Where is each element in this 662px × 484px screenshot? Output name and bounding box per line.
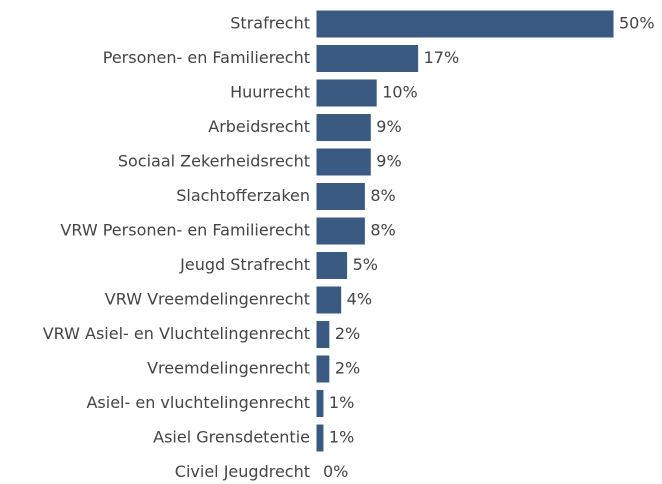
value-label: 9% xyxy=(376,117,401,136)
value-label: 2% xyxy=(335,359,360,378)
value-label: 17% xyxy=(424,48,460,67)
bar xyxy=(316,183,365,210)
category-label: Vreemdelingenrecht xyxy=(147,359,310,378)
value-label: 9% xyxy=(376,152,401,171)
value-label: 1% xyxy=(329,393,354,412)
value-label: 50% xyxy=(619,14,655,33)
value-label: 8% xyxy=(370,186,395,205)
value-label: 10% xyxy=(382,83,418,102)
value-label: 0% xyxy=(323,462,348,481)
category-label: Asiel Grensdetentie xyxy=(153,428,310,447)
category-label: Jeugd Strafrecht xyxy=(179,255,310,274)
bar xyxy=(316,148,371,176)
bar xyxy=(316,355,330,383)
bar xyxy=(316,10,614,38)
bar xyxy=(316,286,342,314)
category-label: Huurrecht xyxy=(230,83,310,102)
bar xyxy=(316,217,365,245)
category-label: VRW Asiel- en Vluchtelingenrecht xyxy=(43,324,310,343)
value-label: 1% xyxy=(329,428,354,447)
category-label: Asiel- en vluchtelingenrecht xyxy=(86,393,310,412)
bar xyxy=(316,252,348,279)
category-label: VRW Personen- en Familierecht xyxy=(60,221,310,240)
bar xyxy=(316,424,324,452)
category-label: Strafrecht xyxy=(230,14,310,33)
value-label: 4% xyxy=(347,290,372,309)
category-label: Personen- en Familierecht xyxy=(103,48,310,67)
category-label: Arbeidsrecht xyxy=(208,117,310,136)
category-label: Slachtofferzaken xyxy=(176,186,310,205)
category-label: Sociaal Zekerheidsrecht xyxy=(118,152,310,171)
value-label: 8% xyxy=(370,221,395,240)
bar xyxy=(316,45,419,72)
category-label: VRW Vreemdelingenrecht xyxy=(105,290,310,309)
bar xyxy=(316,114,371,141)
bar xyxy=(316,79,377,107)
bar xyxy=(316,321,330,348)
value-label: 5% xyxy=(353,255,378,274)
bar xyxy=(316,390,324,417)
category-label: Civiel Jeugdrecht xyxy=(175,462,310,481)
value-label: 2% xyxy=(335,324,360,343)
